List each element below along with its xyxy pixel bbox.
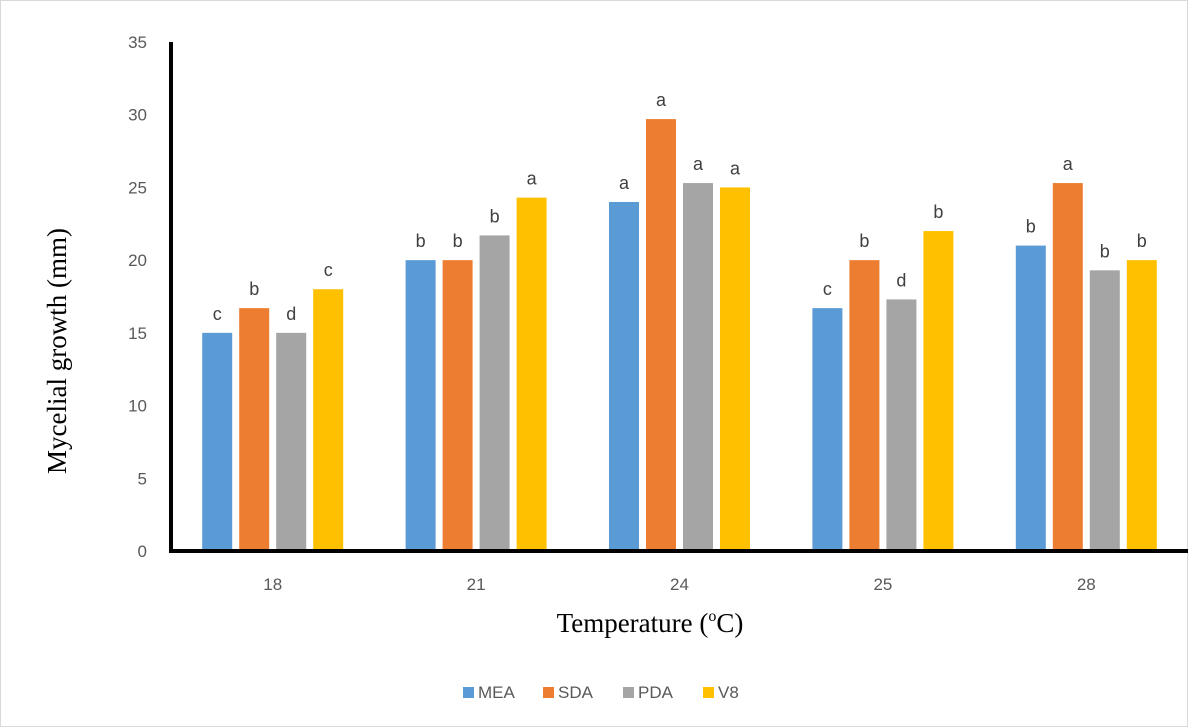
bar-letter-label: c [823,279,832,299]
x-axis-title-main: Temperature ( [557,608,709,638]
bar-letter-label: b [933,202,943,222]
y-tick-label: 20 [128,251,147,270]
legend-swatch-sda [543,687,554,698]
x-tick-label: 24 [670,575,689,594]
bar-letter-label: d [896,270,906,290]
legend-label-mea: MEA [478,683,516,702]
bar-mea-28 [1016,246,1046,551]
bar-sda-24 [646,119,676,551]
bar-pda-21 [480,235,510,551]
y-tick-label: 30 [128,106,147,125]
bar-mea-24 [609,202,639,551]
y-axis-ticks: 0 5 10 15 20 25 30 35 [128,33,147,561]
y-tick-label: 25 [128,178,147,197]
x-tick-label: 21 [467,575,486,594]
bars [202,119,1157,551]
bar-pda-28 [1090,270,1120,551]
bar-letter-label: b [249,279,259,299]
bar-v8-18 [313,289,343,551]
bar-letter-label: a [619,173,630,193]
bar-v8-28 [1127,260,1157,551]
bar-letter-label: d [286,304,296,324]
bar-letter-label: a [527,169,538,189]
bar-letter-label: c [324,260,333,280]
bar-mea-21 [406,260,436,551]
bar-v8-24 [720,187,750,551]
bar-letter-label: b [453,231,463,251]
bar-letter-labels: c b d c b b b a a a a a c b d b b a b b [213,90,1147,324]
y-axis-title: Mycelial growth (mm) [42,228,72,474]
legend: MEA SDA PDA V8 [463,683,739,702]
bar-sda-18 [239,308,269,551]
legend-label-pda: PDA [638,683,674,702]
legend-label-sda: SDA [558,683,594,702]
bar-letter-label: a [693,154,704,174]
legend-swatch-pda [623,687,634,698]
y-tick-label: 5 [138,469,147,488]
y-tick-label: 35 [128,33,147,52]
bar-letter-label: a [730,158,741,178]
bar-letter-label: b [1026,217,1036,237]
bar-letter-label: a [1063,154,1074,174]
bar-sda-21 [443,260,473,551]
legend-swatch-mea [463,687,474,698]
bar-mea-18 [202,333,232,551]
x-tick-label: 28 [1077,575,1096,594]
y-tick-label: 0 [138,542,147,561]
bar-pda-24 [683,183,713,551]
y-tick-label: 15 [128,324,147,343]
legend-label-v8: V8 [718,683,739,702]
bar-pda-18 [276,333,306,551]
bar-letter-label: c [213,304,222,324]
bar-sda-25 [849,260,879,551]
bar-letter-label: b [1137,231,1147,251]
bar-v8-25 [923,231,953,551]
x-tick-label: 25 [873,575,892,594]
y-tick-label: 10 [128,397,147,416]
bar-letter-label: b [1100,241,1110,261]
bar-letter-label: b [859,231,869,251]
bar-letter-label: a [656,90,667,110]
x-axis-title-superscript: o [708,608,716,625]
x-axis-title-suffix: C) [716,608,743,638]
bar-mea-25 [812,308,842,551]
x-axis-ticks: 18 21 24 25 28 [263,575,1096,594]
bar-v8-21 [517,198,547,551]
x-tick-label: 18 [263,575,282,594]
bar-letter-label: b [416,231,426,251]
legend-swatch-v8 [703,687,714,698]
bar-pda-25 [886,299,916,551]
bar-letter-label: b [490,206,500,226]
x-axis-title: Temperature (oC) [557,608,744,638]
bar-sda-28 [1053,183,1083,551]
